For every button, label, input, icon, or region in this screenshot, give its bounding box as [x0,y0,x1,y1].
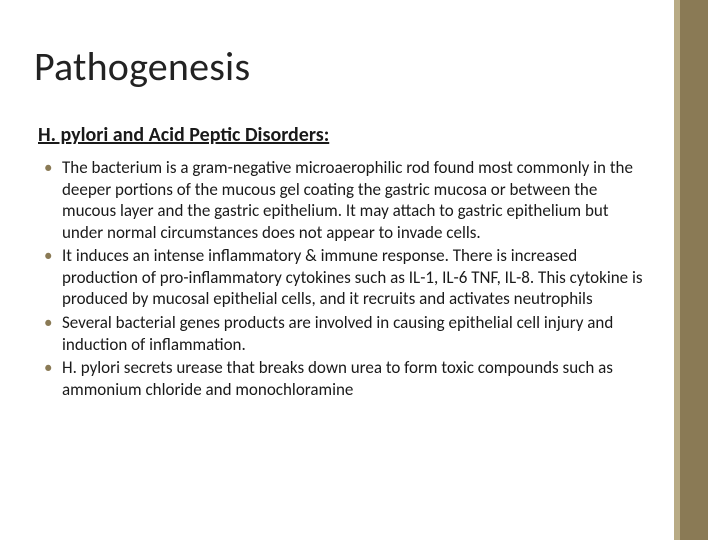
bullet-list: The bacterium is a gram-negative microae… [40,157,652,400]
decorative-stripe-main [680,0,708,540]
decorative-stripe-thin [674,0,680,540]
slide-title: Pathogenesis [34,42,652,91]
bullet-item: H. pylori secrets urease that breaks dow… [40,357,652,400]
slide-subtitle: H. pylori and Acid Peptic Disorders: [38,123,652,147]
bullet-item: Several bacterial genes products are inv… [40,312,652,355]
bullet-item: The bacterium is a gram-negative microae… [40,157,652,243]
bullet-item: It induces an intense inflammatory & imm… [40,245,652,310]
slide-content: Pathogenesis H. pylori and Acid Peptic D… [0,0,672,540]
